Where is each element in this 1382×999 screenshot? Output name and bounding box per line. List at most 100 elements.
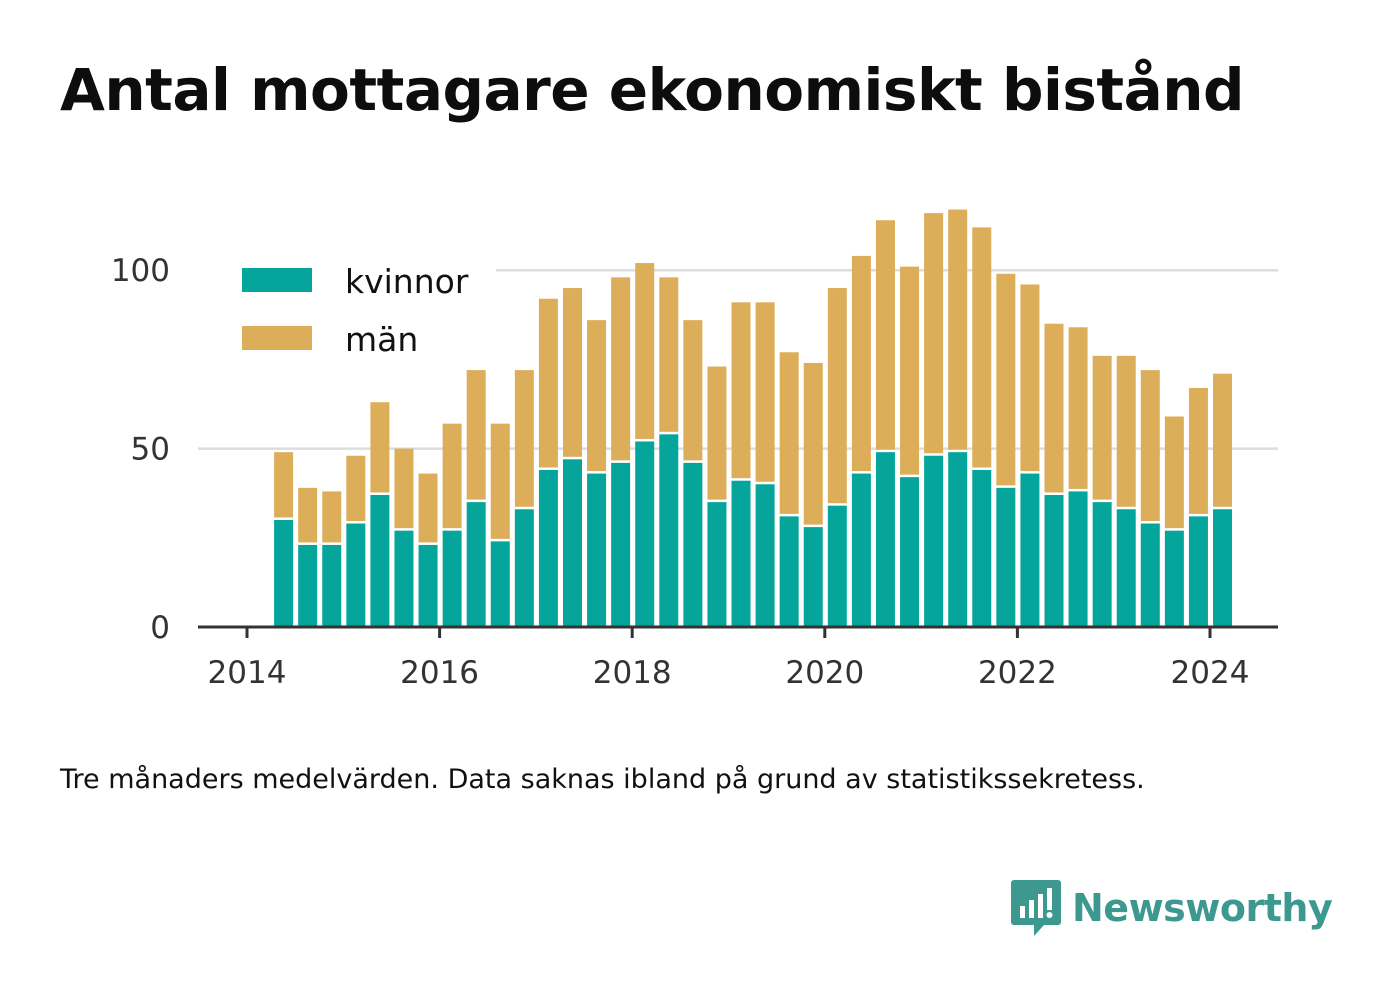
bar-man (731, 302, 751, 479)
bar-man (538, 298, 558, 468)
legend-label: kvinnor (345, 262, 469, 301)
bar-kvinnor (442, 530, 462, 627)
x-tick-label: 2014 (208, 655, 287, 691)
bar-man (322, 491, 342, 543)
bar-kvinnor (611, 462, 631, 627)
bar-man (779, 352, 799, 514)
bar-kvinnor (803, 527, 823, 627)
bar-man (900, 266, 920, 475)
bar-man (370, 402, 390, 493)
bar-kvinnor (707, 502, 727, 627)
bar-kvinnor (394, 530, 414, 627)
bar-man (827, 288, 847, 504)
bar-man (875, 220, 895, 450)
bar-man (924, 213, 944, 454)
x-tick-label: 2022 (978, 655, 1057, 691)
bar-kvinnor (755, 484, 775, 627)
bar-kvinnor (875, 452, 895, 627)
bar-man (755, 302, 775, 482)
x-axis-ticks: 2014 2016 2018 2020 2022 2024 (208, 627, 1249, 691)
legend: kvinnor män (196, 259, 496, 363)
bar-kvinnor (1213, 509, 1233, 627)
bar-kvinnor (298, 544, 318, 627)
bar-man (298, 487, 318, 543)
bar-kvinnor (514, 509, 534, 627)
bar-kvinnor (972, 470, 992, 627)
y-tick-label: 100 (111, 253, 170, 289)
bar-kvinnor (996, 487, 1016, 627)
bar-man (851, 255, 871, 472)
bar-man (1164, 416, 1184, 529)
bar-kvinnor (562, 459, 582, 627)
bar-man (972, 227, 992, 468)
legend-swatch (242, 268, 312, 292)
brand-name: Newsworthy (1072, 886, 1333, 930)
bar-kvinnor (346, 523, 366, 627)
bar-man (1044, 323, 1064, 493)
bar-man (1213, 373, 1233, 507)
bar-kvinnor (1188, 516, 1208, 627)
bar-kvinnor (659, 434, 679, 627)
bar-kvinnor (418, 544, 438, 627)
bar-kvinnor (370, 494, 390, 627)
bar-kvinnor (1140, 523, 1160, 627)
bar-man (490, 423, 510, 539)
bar-man (707, 366, 727, 500)
x-tick-label: 2018 (593, 655, 672, 691)
x-tick-label: 2016 (400, 655, 479, 691)
bar-man (1068, 327, 1088, 489)
bar-kvinnor (948, 452, 968, 627)
bar-man (996, 273, 1016, 486)
bar-man (803, 362, 823, 525)
bar-man (635, 263, 655, 439)
bar-kvinnor (779, 516, 799, 627)
bar-man (394, 448, 414, 529)
brand: Newsworthy (1010, 878, 1333, 938)
bar-kvinnor (731, 480, 751, 627)
bar-kvinnor (1092, 502, 1112, 627)
bar-man (1116, 355, 1136, 507)
bar-man (466, 370, 486, 500)
bar-kvinnor (1164, 530, 1184, 627)
bar-man (514, 370, 534, 507)
bar-kvinnor (635, 441, 655, 627)
bar-kvinnor (900, 477, 920, 627)
bar-kvinnor (587, 473, 607, 627)
bar-man (683, 320, 703, 461)
bar-kvinnor (466, 502, 486, 627)
bar-kvinnor (274, 519, 294, 627)
bar-kvinnor (1020, 473, 1040, 627)
bar-kvinnor (924, 455, 944, 627)
caption: Tre månaders medelvärden. Data saknas ib… (60, 764, 1145, 795)
bars (274, 209, 1233, 627)
bar-man (1020, 284, 1040, 472)
bar-man (659, 277, 679, 432)
bar-man (346, 455, 366, 522)
bar-man (418, 473, 438, 543)
bar-kvinnor (851, 473, 871, 627)
bar-man (948, 209, 968, 450)
bar-kvinnor (827, 505, 847, 627)
bar-kvinnor (1116, 509, 1136, 627)
bar-man (562, 288, 582, 457)
bar-kvinnor (538, 470, 558, 627)
x-tick-label: 2020 (785, 655, 864, 691)
bar-man (1140, 370, 1160, 522)
chart-title: Antal mottagare ekonomiskt bistånd (60, 56, 1245, 124)
y-axis-ticks: 0 50 100 (111, 253, 170, 646)
y-tick-label: 50 (131, 432, 170, 468)
bar-kvinnor (683, 462, 703, 627)
bar-man (442, 423, 462, 529)
bar-man (587, 320, 607, 472)
legend-swatch (242, 326, 312, 350)
bar-kvinnor (322, 544, 342, 627)
newsworthy-logo-icon (1011, 880, 1061, 936)
y-tick-label: 0 (150, 610, 170, 646)
bar-man (274, 452, 294, 518)
bar-man (1092, 355, 1112, 500)
bar-man (1188, 387, 1208, 514)
bar-kvinnor (1044, 494, 1064, 627)
bar-man (611, 277, 631, 461)
bar-kvinnor (1068, 491, 1088, 627)
